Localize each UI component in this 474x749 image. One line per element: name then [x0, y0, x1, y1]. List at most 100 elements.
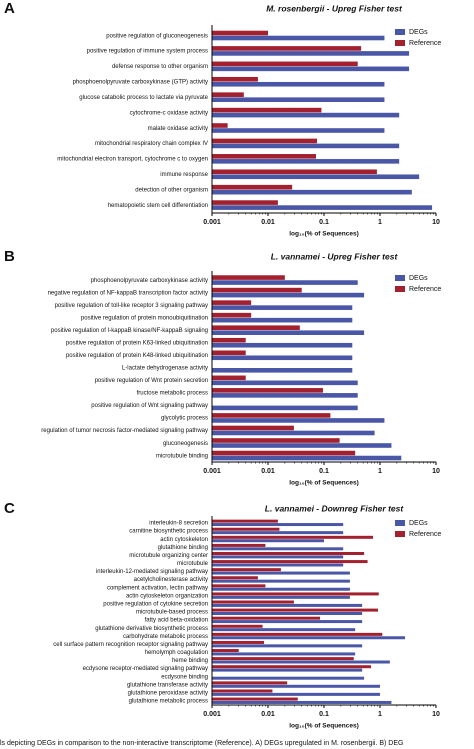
bar	[212, 603, 363, 607]
category-label: interleukin-12-mediated signaling pathwa…	[96, 569, 208, 575]
bar	[212, 455, 402, 461]
panel-label: B	[4, 248, 15, 265]
x-tick-label: 1	[378, 711, 382, 718]
bar	[212, 649, 239, 653]
category-label: gluconeogenesis	[163, 441, 208, 447]
bar	[212, 35, 385, 41]
bar	[212, 697, 298, 701]
category-label: L-lactate dehydrogenase activity	[122, 366, 208, 372]
bar	[212, 330, 365, 335]
legend-label: DEGs	[409, 275, 428, 282]
bar	[212, 342, 353, 348]
bar	[212, 138, 318, 144]
legend-swatch	[395, 520, 405, 526]
bar	[212, 438, 340, 443]
category-label: carbohydrate metabolic process	[123, 634, 208, 640]
bar	[212, 159, 400, 164]
chart-title: M. rosenbergii - Upreg Fisher test	[266, 3, 403, 13]
x-tick-label: 1	[378, 468, 382, 475]
category-label: microtubule binding	[156, 453, 208, 459]
category-label: actin cytoskeleton organization	[126, 593, 208, 599]
bar	[212, 700, 392, 704]
bar	[212, 300, 252, 305]
category-label: immune response	[160, 172, 208, 178]
bar	[212, 128, 385, 133]
category-label: glycolytic process	[161, 416, 208, 422]
category-label: glutathione metabolic process	[129, 699, 208, 705]
bar	[212, 92, 244, 97]
bar	[212, 350, 246, 356]
category-label: negative regulation of NF-kappaB transcr…	[48, 290, 208, 296]
bar	[212, 692, 380, 696]
bar	[212, 107, 322, 113]
category-label: mitochondrial respiratory chain complex …	[95, 141, 208, 147]
x-tick-label: 0.001	[203, 711, 221, 718]
bar	[212, 317, 353, 323]
bar	[212, 184, 293, 190]
bar	[212, 632, 383, 636]
bar	[212, 543, 266, 547]
legend-swatch	[395, 40, 405, 46]
bar	[212, 681, 288, 685]
category-label: hemolymph coagulation	[145, 650, 208, 656]
category-label: positive regulation of gluconeogenesis	[106, 33, 208, 39]
category-label: positive regulation of toll-like recepto…	[55, 303, 208, 309]
category-label: microtubule organizing center	[129, 553, 208, 559]
chart-title: L. vannamei - Downreg Fisher test	[265, 503, 405, 513]
category-label: regulation of tumor necrosis factor-medi…	[41, 428, 208, 434]
panel-label: A	[4, 0, 15, 17]
x-axis-label: log₁₀(% of Sequences)	[289, 480, 359, 487]
bar	[212, 660, 390, 664]
x-tick-label: 0.001	[203, 219, 221, 226]
category-label: positive regulation of Wnt signaling pat…	[91, 403, 208, 409]
bar	[212, 443, 392, 448]
bar	[212, 584, 266, 588]
x-tick-label: 0.01	[261, 711, 275, 718]
x-tick-label: 0.1	[319, 219, 329, 226]
bar	[212, 689, 273, 693]
category-label: positive regulation of Wnt protein secre…	[95, 378, 208, 384]
legend-label: Reference	[409, 286, 441, 293]
bar	[212, 547, 344, 551]
bar	[212, 61, 358, 67]
category-label: fructose metabolic process	[137, 391, 208, 397]
bar	[212, 568, 281, 572]
x-tick-label: 0.1	[319, 711, 329, 718]
bar	[212, 174, 420, 180]
bar	[212, 563, 344, 567]
category-label: positive regulation of protein K48-linke…	[66, 353, 208, 359]
chart-title: L. vannamei - Upreg Fisher test	[271, 251, 399, 261]
bar	[212, 46, 362, 51]
bar	[212, 657, 354, 661]
category-label: heme binding	[172, 658, 208, 664]
legend-label: Reference	[409, 531, 441, 538]
x-axis-label: log₁₀(% of Sequences)	[289, 723, 359, 730]
bar	[212, 527, 280, 531]
legend-label: DEGs	[409, 29, 428, 36]
category-label: fatty acid beta-oxidation	[145, 618, 208, 624]
category-label: glucose catabolic process to lactate via…	[79, 95, 208, 101]
category-label: phosphoenolpyruvate carboxykinase activi…	[91, 278, 208, 284]
legend-label: DEGs	[409, 520, 428, 527]
bar	[212, 587, 350, 591]
bar	[212, 551, 365, 555]
category-label: positive regulation of I-kappaB kinase/N…	[51, 328, 208, 334]
bar	[212, 312, 252, 318]
bar	[212, 616, 321, 620]
x-axis-label: log₁₀(% of Sequences)	[289, 231, 359, 238]
bar	[212, 413, 331, 418]
category-label: malate oxidase activity	[148, 126, 208, 132]
bar	[212, 668, 363, 672]
category-label: defense response to other organism	[112, 64, 208, 70]
category-label: hematopoietic stem cell differentiation	[108, 203, 208, 209]
category-label: interleukin-8 secretion	[149, 521, 208, 527]
bar	[212, 676, 365, 680]
bar	[212, 51, 410, 56]
bar	[212, 652, 356, 656]
bar	[212, 555, 344, 559]
x-tick-label: 10	[432, 711, 440, 718]
bar	[212, 523, 344, 527]
bar	[212, 535, 374, 539]
bar	[212, 380, 358, 386]
